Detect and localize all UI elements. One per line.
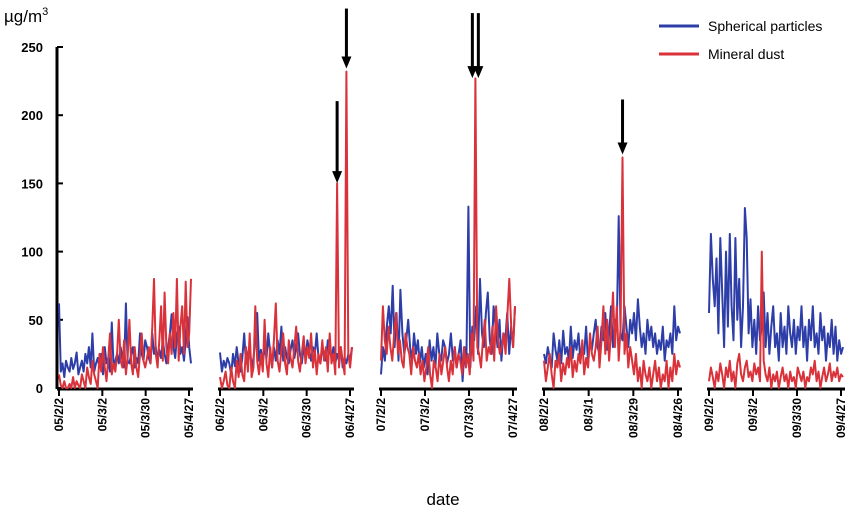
panel-5: 09/2/2 09/3/2 09/3/30 09/4/27 <box>702 207 848 438</box>
x-tick-label: 05/3/2 <box>95 398 109 432</box>
series-line-mineral-dust <box>543 156 681 389</box>
series-line-mineral-dust <box>708 250 844 389</box>
legend: Spherical particles Mineral dust <box>659 18 822 62</box>
y-tick-label: 200 <box>21 108 43 123</box>
x-tick-label: 06/4/27 <box>343 398 357 438</box>
y-axis-title-text: µg/m <box>4 7 42 26</box>
x-tick-label: 07/2/2 <box>374 398 388 432</box>
x-tick-label: 08/2/2 <box>537 398 551 432</box>
annotation-arrow-head <box>617 142 628 155</box>
y-tick-label: 50 <box>29 313 43 328</box>
series-line-mineral-dust <box>58 277 192 389</box>
x-tick-label: 09/4/27 <box>834 398 848 438</box>
annotation-arrow-head <box>341 56 352 69</box>
x-tick-label: 06/3/30 <box>300 398 314 438</box>
series-line-mineral-dust <box>380 77 516 389</box>
x-tick-label: 08/4/26 <box>671 398 685 438</box>
y-tick-label: 250 <box>21 40 43 55</box>
panels: 05/2/2 05/3/2 05/3/30 05/4/27 06/2/2 06/3/2 06… <box>52 8 848 438</box>
series-line-mineral-dust <box>219 70 353 389</box>
legend-label: Spherical particles <box>708 18 822 34</box>
x-tick-label: 05/4/27 <box>182 398 196 438</box>
y-tick-label: 100 <box>21 245 43 260</box>
x-tick-label: 09/3/30 <box>790 398 804 438</box>
panel-4: 08/2/2 08/3/1 08/3/29 08/4/26 <box>537 99 685 438</box>
x-tick-label: 07/3/2 <box>418 398 432 432</box>
x-tick-label: 06/2/2 <box>213 398 227 432</box>
x-tick-label: 06/3/2 <box>256 398 270 432</box>
y-axis-title-superscript: 3 <box>42 6 48 18</box>
series-line-spherical-particles <box>708 207 844 362</box>
x-tick-label: 09/2/2 <box>702 398 716 432</box>
x-axis-title: date <box>426 490 459 509</box>
y-tick-label: 0 <box>36 381 43 396</box>
x-tick-label: 05/2/2 <box>52 398 66 432</box>
legend-label: Mineral dust <box>708 46 784 62</box>
x-tick-label: 07/4/27 <box>506 398 520 438</box>
y-tick-label: 150 <box>21 176 43 191</box>
x-tick-label: 08/3/29 <box>626 398 640 438</box>
x-tick-label: 05/3/30 <box>139 398 153 438</box>
annotation-arrow-head <box>473 66 484 79</box>
y-axis: 0 50 100 150 200 250 <box>21 40 63 396</box>
panel-1: 05/2/2 05/3/2 05/3/30 05/4/27 <box>52 277 196 438</box>
panel-2: 06/2/2 06/3/2 06/3/30 06/4/27 <box>213 8 357 438</box>
series-line-spherical-particles <box>543 215 681 369</box>
panel-3: 07/2/2 07/3/2 07/3/30 07/4/27 <box>374 13 520 438</box>
x-tick-label: 09/3/2 <box>746 398 760 432</box>
y-axis-title: µg/m3 <box>4 6 48 26</box>
x-tick-label: 08/3/1 <box>582 398 596 432</box>
annotation-arrow-head <box>332 171 343 184</box>
x-tick-label: 07/3/30 <box>462 398 476 438</box>
